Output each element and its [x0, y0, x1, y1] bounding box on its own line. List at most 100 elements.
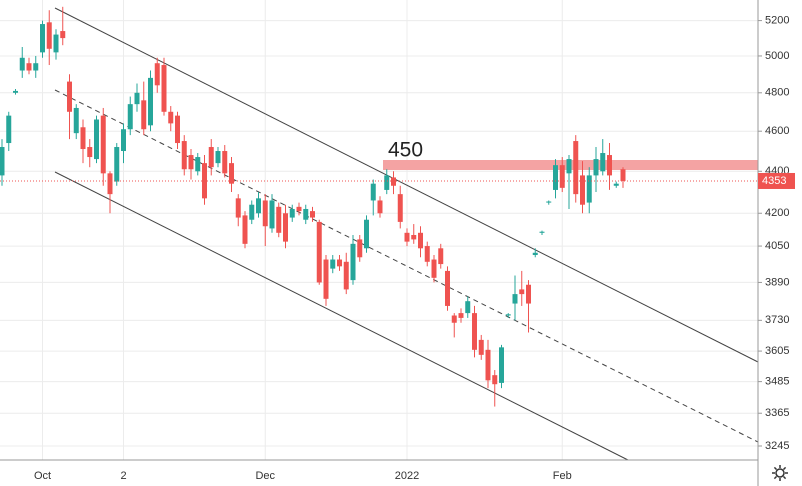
candle-body [505, 314, 511, 316]
candle-body [580, 175, 585, 205]
y-tick-label: 4800 [765, 87, 789, 99]
candle-body [566, 159, 572, 174]
candle-body [33, 63, 39, 71]
candle-body [377, 200, 383, 214]
candle-body [451, 315, 457, 323]
candle-body [19, 57, 25, 71]
candle-body [181, 141, 187, 170]
candle-body [222, 151, 228, 174]
candle-body [40, 24, 45, 53]
candle-body [424, 246, 430, 262]
candle-body [195, 157, 201, 172]
candle-body [492, 375, 498, 385]
candle-body [60, 31, 66, 39]
candle-body [357, 239, 363, 258]
last-price-label: 4353 [762, 175, 786, 187]
candle-body [175, 115, 180, 144]
candle-body [330, 259, 336, 269]
candle-body [397, 194, 403, 222]
candle-body [46, 22, 52, 49]
annotation: 450 [388, 139, 423, 162]
candles [0, 6, 758, 407]
candle-body [600, 153, 606, 172]
candle-body [445, 270, 450, 306]
x-tick-label: 2022 [395, 470, 419, 482]
candle-body [343, 261, 349, 290]
x-tick-label: Dec [255, 470, 275, 482]
candle-body [553, 165, 558, 190]
candle-body [316, 221, 322, 283]
candle-body [249, 204, 255, 220]
candle-body [67, 81, 72, 112]
candle-body [121, 129, 126, 152]
candle-body [519, 289, 525, 295]
candle-body [458, 313, 464, 318]
y-tick-label: 3890 [765, 276, 789, 288]
candle-body [296, 206, 302, 212]
candle-body [262, 200, 268, 227]
candle-body [73, 107, 79, 134]
candle-body [465, 301, 471, 314]
candle-body [391, 177, 396, 186]
y-tick-label: 4050 [765, 240, 789, 252]
candle-body [485, 349, 491, 381]
candle-body [283, 213, 288, 242]
candle-body [350, 243, 356, 281]
candle-body [188, 155, 194, 170]
candle-body [586, 175, 592, 203]
candle-body [620, 169, 626, 181]
candle-body [289, 208, 295, 218]
last-price-box [758, 172, 795, 189]
candle-body [364, 219, 369, 249]
y-tick-label: 3485 [765, 376, 789, 388]
candle-body [370, 183, 376, 201]
candle-body [573, 141, 579, 195]
candle-body [127, 104, 133, 130]
candle-body [478, 339, 484, 355]
candle-body [114, 147, 120, 182]
candle-body [593, 159, 599, 176]
x-tick-label: Feb [553, 470, 572, 482]
candle-body [418, 232, 423, 249]
candle-body [100, 115, 106, 174]
candle-body [161, 65, 167, 112]
candle-body [168, 111, 174, 124]
channel-lower [54, 171, 629, 461]
candle-body [215, 151, 221, 164]
candle-body [141, 100, 147, 130]
candle-body [229, 163, 234, 184]
candle-body [80, 127, 86, 150]
x-tick-label: Oct [34, 470, 51, 482]
candle-body [607, 155, 612, 176]
candle-body [559, 165, 565, 188]
y-tick-label: 4600 [765, 125, 789, 137]
candle-body [107, 173, 113, 195]
y-tick-label: 3730 [765, 314, 789, 326]
candle-body [512, 294, 518, 304]
candle-body [384, 175, 390, 190]
candle-body [0, 147, 5, 176]
candle-body [13, 90, 18, 93]
candle-body [526, 284, 531, 304]
candle-body [87, 147, 93, 158]
grid [0, 0, 758, 460]
candle-body [532, 252, 538, 256]
candle-body [53, 34, 59, 53]
candle-body [276, 206, 282, 233]
candle-body [154, 63, 160, 86]
candle-body [256, 198, 261, 214]
settings-icon[interactable] [772, 465, 788, 481]
candle-body [26, 63, 32, 71]
candle-body [438, 248, 444, 265]
candle-body [431, 259, 437, 278]
candle-body [134, 92, 140, 105]
candle-body [472, 313, 477, 350]
y-tick-label: 3245 [765, 440, 789, 452]
candle-body [6, 115, 12, 144]
candle-body [242, 215, 248, 244]
candle-body [546, 201, 552, 203]
candle-body [235, 198, 241, 218]
candle-body [303, 208, 309, 220]
